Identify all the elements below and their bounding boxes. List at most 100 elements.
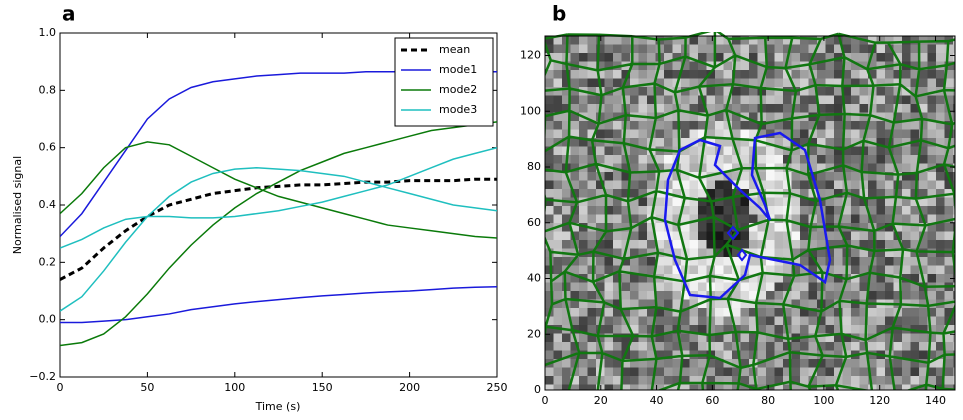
pixel — [885, 214, 894, 224]
pixel — [613, 384, 622, 390]
pixel — [647, 197, 656, 207]
pixel — [723, 325, 733, 334]
pixel — [621, 214, 631, 224]
pixel — [783, 367, 792, 377]
pixel — [936, 265, 945, 275]
pixel — [689, 342, 699, 351]
pixel — [783, 44, 792, 54]
pixel — [749, 104, 758, 113]
pixel — [638, 316, 648, 326]
pixel — [893, 384, 903, 390]
pixel — [732, 350, 741, 360]
pixel — [842, 197, 852, 207]
pixel — [579, 138, 588, 147]
pixel — [723, 282, 733, 292]
pixel — [902, 342, 911, 351]
pixel — [613, 274, 622, 283]
pixel — [647, 274, 656, 283]
pixel — [732, 197, 741, 207]
pixel — [570, 163, 580, 173]
pixel — [902, 359, 911, 368]
pixel — [868, 129, 877, 139]
pixel — [876, 316, 886, 326]
pixel — [808, 146, 818, 156]
pixel — [689, 231, 699, 241]
pixel — [604, 146, 614, 156]
pixel — [630, 172, 639, 181]
pixel — [893, 248, 903, 258]
pixel — [698, 36, 707, 45]
pixel — [579, 231, 588, 241]
pixel — [647, 231, 656, 241]
pixel — [553, 146, 563, 156]
pixel — [621, 291, 631, 300]
pixel — [876, 308, 886, 317]
pixel — [919, 291, 928, 300]
pixel — [706, 359, 716, 368]
pixel — [757, 376, 767, 385]
pixel — [800, 70, 809, 79]
pixel — [783, 36, 792, 45]
pixel — [715, 299, 724, 309]
pixel — [732, 163, 741, 173]
pixel — [689, 384, 699, 390]
pixel — [647, 180, 656, 190]
pixel — [749, 274, 758, 283]
pixel — [698, 257, 707, 266]
pixel — [604, 53, 614, 62]
pixel — [579, 53, 588, 62]
pixel — [749, 95, 758, 105]
pixel — [689, 70, 699, 79]
pixel — [944, 257, 954, 266]
pixel — [927, 121, 937, 130]
pixel — [944, 359, 954, 368]
pixel — [545, 95, 554, 105]
pixel — [791, 223, 801, 232]
pixel — [953, 121, 955, 130]
pixel — [655, 376, 665, 385]
pixel — [919, 70, 928, 79]
pixel — [834, 265, 843, 275]
pixel — [681, 155, 690, 164]
pixel — [868, 265, 877, 275]
pixel — [868, 155, 877, 164]
pixel — [587, 172, 597, 181]
pixel — [859, 376, 869, 385]
pixel — [749, 206, 758, 215]
pixel — [757, 240, 767, 249]
pixel — [689, 248, 699, 258]
pixel — [638, 78, 648, 88]
pixel — [808, 257, 818, 266]
pixel — [545, 325, 554, 334]
pixel — [783, 265, 792, 275]
pixel — [817, 367, 826, 377]
pixel — [876, 265, 886, 275]
pixel — [562, 274, 571, 283]
pixel — [859, 223, 869, 232]
panel-label: a — [62, 2, 76, 26]
pixel — [808, 291, 818, 300]
pixel — [545, 78, 554, 88]
pixel — [834, 248, 843, 258]
pixel — [902, 70, 911, 79]
pixel — [927, 257, 937, 266]
pixel — [885, 95, 894, 105]
pixel — [723, 61, 733, 71]
pixel — [630, 333, 639, 343]
series-line — [60, 177, 497, 281]
pixel — [630, 299, 639, 309]
pixel — [817, 70, 826, 79]
pixel — [587, 282, 597, 292]
pixel — [647, 53, 656, 62]
pixel — [944, 240, 954, 249]
pixel — [766, 121, 775, 130]
pixel — [859, 291, 869, 300]
pixel — [698, 138, 707, 147]
pixel — [868, 214, 877, 224]
pixel — [621, 359, 631, 368]
pixel — [664, 112, 673, 122]
pixel — [791, 189, 801, 198]
pixel — [885, 112, 894, 122]
pixel — [834, 180, 843, 190]
pixel — [919, 231, 928, 241]
